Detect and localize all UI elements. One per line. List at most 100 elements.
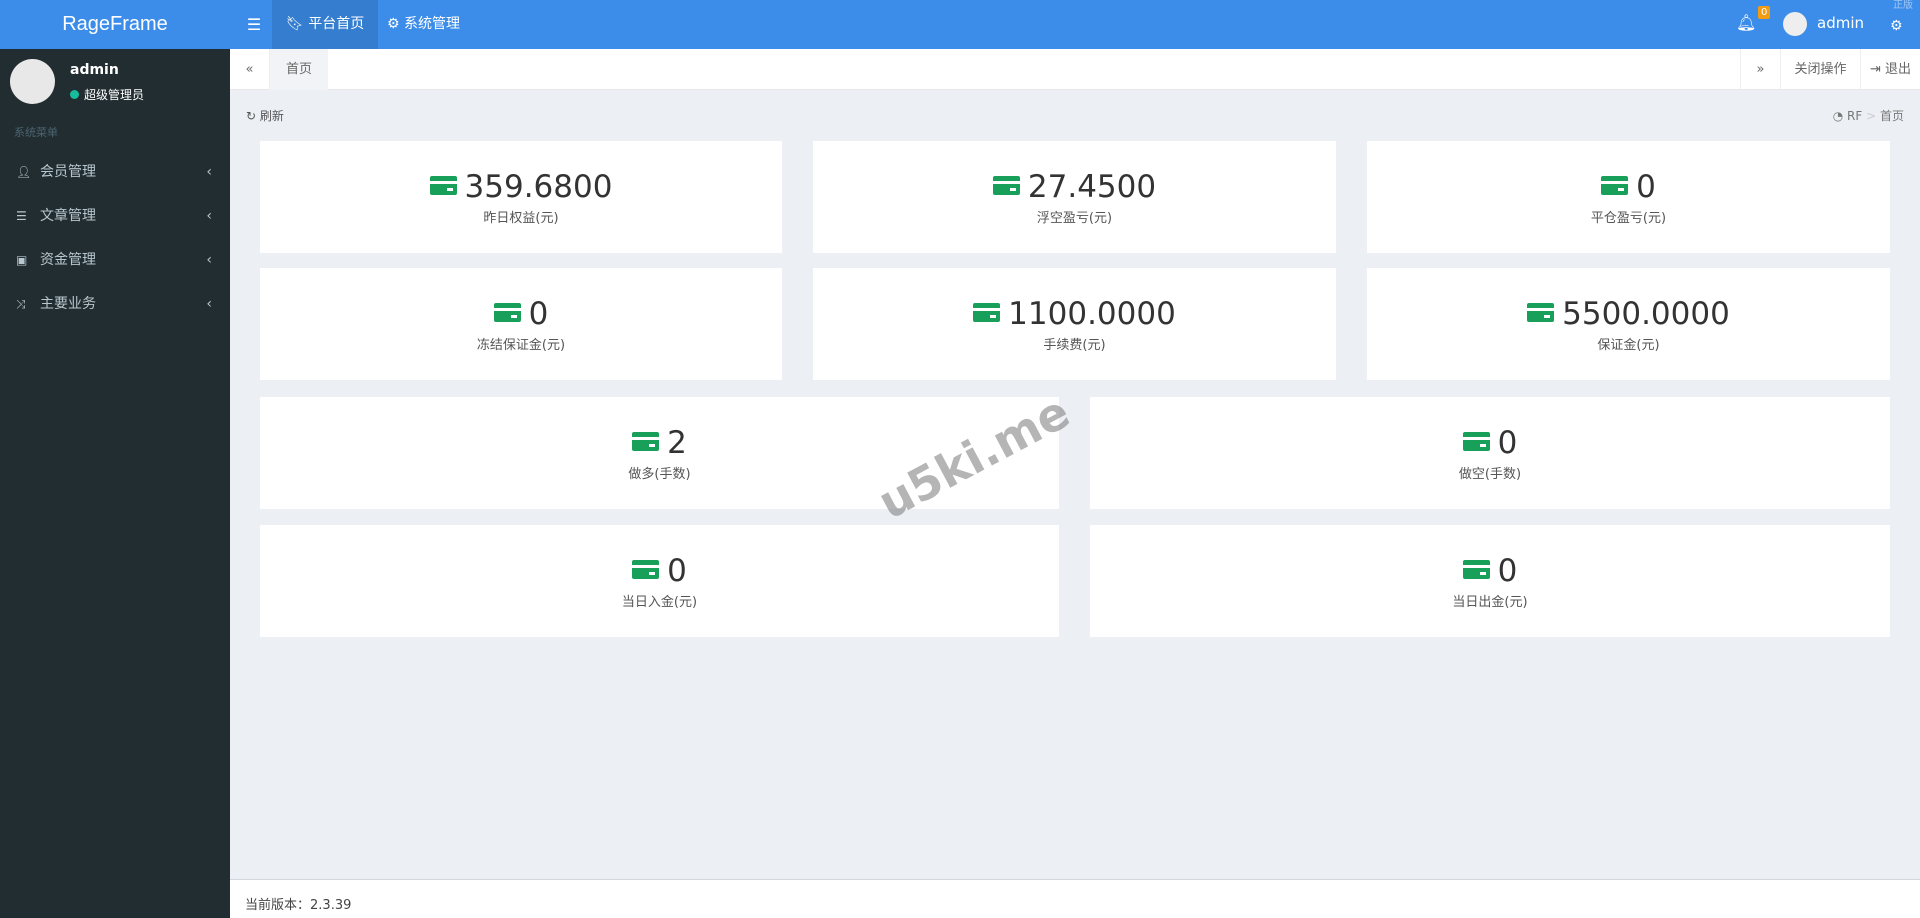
breadcrumb-root[interactable]: RF [1847, 109, 1863, 123]
sidebar-item-label: 会员管理 [40, 164, 96, 180]
stat-label: 保证金(元) [1597, 338, 1660, 353]
refresh-label: 刷新 [259, 109, 284, 123]
stat-label: 手续费(元) [1043, 338, 1106, 353]
stat-value-row: 0 [1367, 169, 1890, 205]
stat-card: 5500.0000 保证金(元) [1367, 268, 1890, 380]
logo[interactable]: RageFrame [62, 13, 168, 35]
stat-label: 做多(手数) [628, 467, 691, 482]
random-icon: ⤨ [16, 297, 26, 311]
stat-label: 昨日权益(元) [483, 211, 559, 226]
corner-watermark: 正版 [1893, 0, 1913, 11]
stat-value-row: 5500.0000 [1367, 296, 1890, 332]
stat-label: 平仓盈亏(元) [1590, 211, 1667, 226]
stat-value: 0 [1497, 425, 1518, 461]
close-operations-button[interactable]: 关闭操作 [1780, 49, 1860, 90]
sidebar: admin 超级管理员 系统菜单 👤︎ 会员管理 ‹ ☰ 文章管理 ‹ ▣ 资金管理 ‹ ⤨… [0, 49, 230, 918]
stat-value-row: 0 [1090, 425, 1890, 461]
nav-platform-home[interactable]: 🔖︎ 平台首页 [272, 0, 379, 49]
stat-value-row: 2 [260, 425, 1059, 461]
credit-card-icon [973, 303, 1001, 322]
stat-card: 0 当日入金(元) [260, 525, 1059, 637]
stat-card: 0 做空(手数) [1090, 397, 1890, 509]
cogs-icon: ⚙ [387, 16, 400, 32]
sidebar-item-label: 主要业务 [40, 296, 96, 312]
sidebar-item-label: 文章管理 [40, 208, 96, 224]
refresh-button[interactable]: ↻ 刷新 [246, 107, 284, 124]
user-icon: 👤︎ [16, 165, 32, 179]
stat-card: 27.4500 浮空盈亏(元) [813, 141, 1336, 253]
online-status-icon [70, 90, 79, 99]
sidebar-item-members[interactable]: 👤︎ 会员管理 ‹ [0, 150, 230, 194]
user-avatar[interactable] [1783, 12, 1807, 36]
stat-value: 5500.0000 [1562, 296, 1730, 332]
top-header: RageFrame ☰ 🔖︎ 平台首页 ⚙ 系统管理 🔔︎ 0 admin ⚙ … [0, 0, 1920, 49]
sidebar-item-articles[interactable]: ☰ 文章管理 ‹ [0, 194, 230, 238]
sidebar-item-label: 资金管理 [40, 252, 96, 268]
sidebar-username: admin [70, 62, 119, 78]
credit-card-icon [632, 432, 660, 451]
bell-icon[interactable]: 🔔︎ [1736, 13, 1757, 32]
stat-value-row: 0 [1090, 553, 1890, 589]
stat-value-row: 0 [260, 553, 1059, 589]
user-menu[interactable]: admin [1817, 14, 1864, 32]
chevron-left-icon: ‹ [206, 296, 212, 312]
stat-value: 359.6800 [464, 169, 613, 205]
stat-value-row: 0 [260, 296, 782, 332]
credit-card-icon [493, 303, 521, 322]
stat-value: 0 [1636, 169, 1656, 205]
money-icon: ▣ [16, 253, 28, 267]
stat-card: 2 做多(手数) [260, 397, 1059, 509]
breadcrumb-separator: > [1866, 109, 1877, 123]
stat-value: 0 [1497, 553, 1518, 589]
nav-system-management[interactable]: ⚙ 系统管理 [373, 0, 474, 49]
logout-label: 退出 [1885, 62, 1912, 77]
stat-label: 浮空盈亏(元) [1036, 211, 1113, 226]
credit-card-icon [992, 176, 1020, 195]
notification-badge: 0 [1758, 6, 1771, 19]
stat-value: 1100.0000 [1008, 296, 1176, 332]
version-number: 2.3.39 [310, 898, 352, 913]
logout-button[interactable]: ⇥ 退出 [1860, 49, 1920, 90]
stat-card: 0 平仓盈亏(元) [1367, 141, 1890, 253]
breadcrumb: ◔ RF > 首页 [1833, 107, 1904, 124]
stat-value-row: 27.4500 [813, 169, 1336, 205]
tab-scroll-left[interactable]: « [230, 49, 270, 90]
sidebar-item-business[interactable]: ⤨ 主要业务 ‹ [0, 282, 230, 326]
tab-scroll-right[interactable]: » [1740, 49, 1780, 90]
role-label: 超级管理员 [84, 88, 145, 102]
credit-card-icon [1462, 560, 1490, 579]
cogs-icon[interactable]: ⚙ [1890, 18, 1903, 34]
stat-value: 27.4500 [1027, 169, 1157, 205]
tab-bar: « 首页 » 关闭操作 ⇥ 退出 [230, 49, 1920, 90]
credit-card-icon [632, 560, 660, 579]
stat-label: 当日入金(元) [621, 595, 698, 610]
stat-label: 冻结保证金(元) [476, 338, 566, 353]
stat-label: 做空(手数) [1458, 467, 1522, 482]
stat-value-row: 359.6800 [260, 169, 782, 205]
stat-card: 1100.0000 手续费(元) [813, 268, 1336, 380]
sidebar-item-funds[interactable]: ▣ 资金管理 ‹ [0, 238, 230, 282]
avatar [10, 59, 55, 104]
dashboard-icon: ◔ [1832, 109, 1844, 123]
chevron-left-icon: ‹ [206, 164, 212, 180]
user-role: 超级管理员 [70, 86, 144, 103]
credit-card-icon [1527, 303, 1555, 322]
breadcrumb-current: 首页 [1879, 109, 1904, 123]
chevron-left-icon: ‹ [206, 252, 212, 268]
nav-label: 平台首页 [308, 16, 365, 32]
menu-toggle-icon[interactable]: ☰ [246, 15, 262, 34]
refresh-icon: ↻ [246, 109, 257, 123]
credit-card-icon [1462, 432, 1490, 451]
stat-card: 0 当日出金(元) [1090, 525, 1890, 637]
sidebar-section-header: 系统菜单 [14, 126, 58, 139]
tab-home[interactable]: 首页 [270, 49, 328, 90]
chevron-left-icon: ‹ [206, 208, 212, 224]
footer: 当前版本：2.3.39 [230, 879, 1920, 918]
stat-value: 0 [667, 553, 687, 589]
stat-value: 2 [667, 425, 687, 461]
stat-label: 当日出金(元) [1452, 595, 1528, 610]
version-label: 当前版本： [245, 898, 311, 913]
nav-label: 系统管理 [404, 16, 461, 32]
bookmark-icon: 🔖︎ [286, 16, 304, 32]
list-icon: ☰ [16, 209, 27, 223]
